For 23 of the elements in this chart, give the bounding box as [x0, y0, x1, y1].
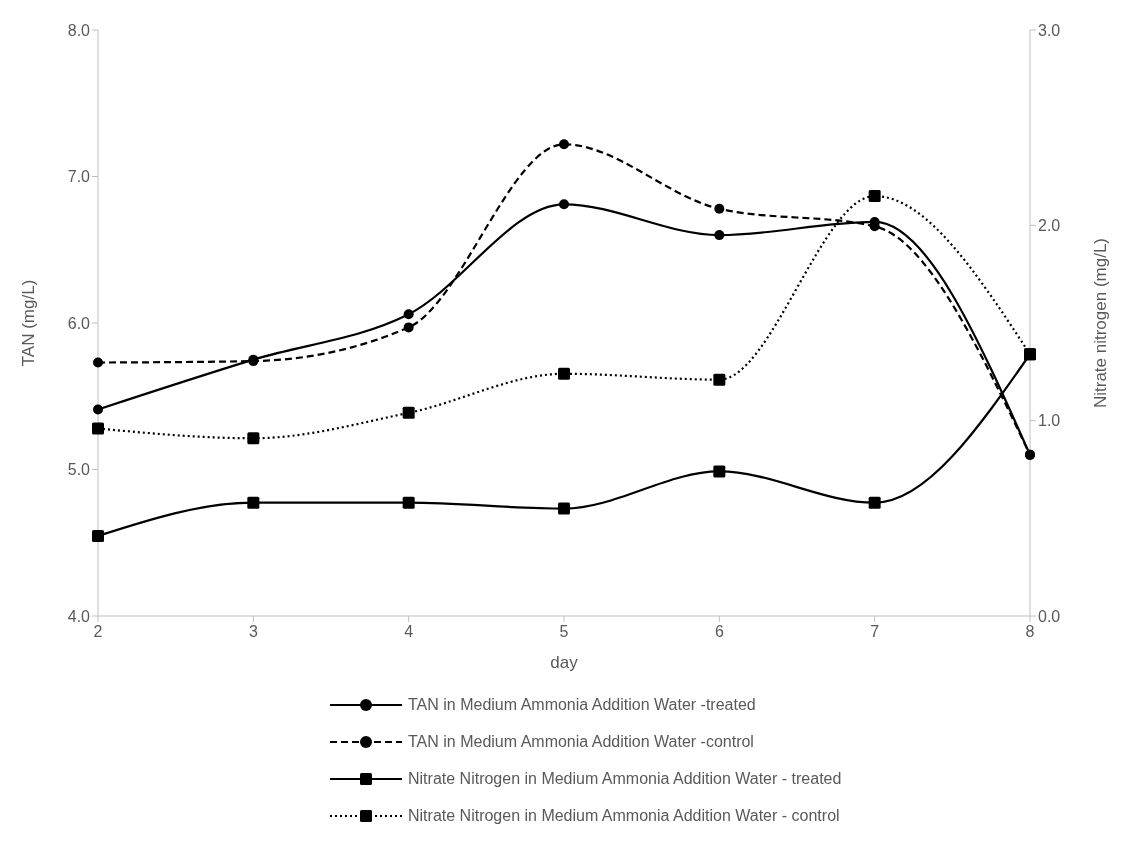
- x-tick-label: 8: [1025, 623, 1035, 641]
- x-axis-title: day: [550, 653, 579, 672]
- legend-label: Nitrate Nitrogen in Medium Ammonia Addition Water - treated: [408, 769, 842, 788]
- y-tick-label: 8.0: [67, 21, 91, 39]
- legend-label: TAN in Medium Ammonia Addition Water -treated: [408, 695, 756, 714]
- y2-tick-label: 0.0: [1038, 607, 1061, 625]
- y-axis-title: TAN (mg/L): [19, 279, 39, 367]
- y-tick-label: 4.0: [67, 607, 91, 625]
- legend-label: TAN in Medium Ammonia Addition Water -control: [408, 732, 754, 751]
- x-tick-label: 7: [870, 623, 880, 641]
- y-tick-label: 7.0: [67, 168, 91, 186]
- y2-tick-label: 3.0: [1038, 21, 1061, 39]
- x-tick-label: 2: [93, 623, 103, 641]
- legend-label: Nitrate Nitrogen in Medium Ammonia Addition Water - control: [408, 806, 840, 825]
- y2-axis-title: Nitrate nitrogen (mg/L): [1091, 237, 1111, 409]
- y2-tick-label: 1.0: [1038, 412, 1061, 430]
- x-tick-label: 5: [559, 623, 569, 641]
- y-tick-label: 5.0: [67, 461, 91, 479]
- x-tick-label: 4: [404, 623, 414, 641]
- y2-tick-label: 2.0: [1038, 217, 1061, 235]
- y-tick-label: 6.0: [67, 314, 91, 332]
- x-tick-label: 3: [248, 623, 258, 641]
- x-tick-label: 6: [714, 623, 724, 641]
